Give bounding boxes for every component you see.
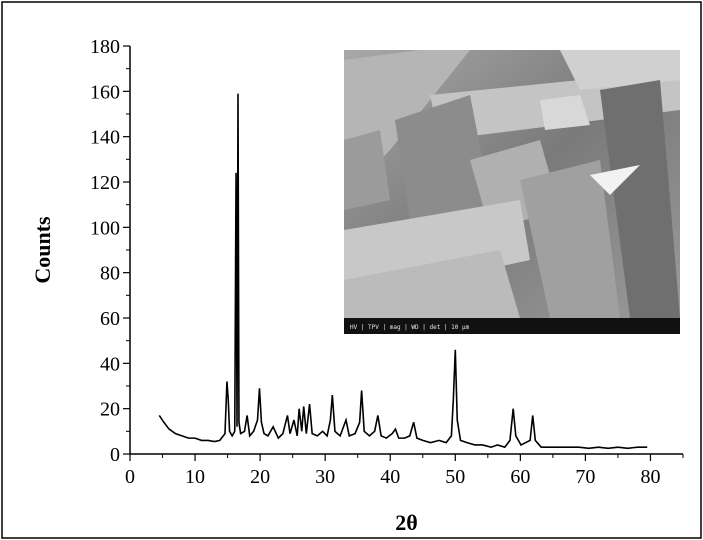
x-tick-label: 20 (250, 466, 270, 488)
y-tick-label: 0 (110, 444, 120, 466)
x-tick-label: 30 (315, 466, 335, 488)
x-axis-title: 2θ (395, 510, 417, 535)
y-tick-label: 120 (90, 172, 120, 194)
y-tick-label: 80 (100, 263, 120, 285)
y-tick-label: 60 (100, 308, 120, 330)
sem-inset-image: HV | TPV | mag | WD | det | 10 μm (344, 50, 680, 334)
y-tick-label: 180 (90, 36, 120, 58)
y-axis-title: Counts (30, 216, 55, 284)
x-tick-label: 70 (575, 466, 595, 488)
x-tick-label: 50 (445, 466, 465, 488)
axes: 0 20 40 60 80 100 120 140 160 180 0 10 20 30 40 50 60 70 8… (90, 36, 684, 488)
xrd-pattern-line (158, 93, 648, 450)
x-tick-label: 40 (380, 466, 400, 488)
y-tick-label: 100 (90, 217, 120, 239)
x-tick-label: 10 (185, 466, 205, 488)
x-tick-label: 80 (640, 466, 660, 488)
y-tick-label: 140 (90, 127, 120, 149)
series-layer (158, 93, 648, 450)
x-tick-label: 60 (510, 466, 530, 488)
y-tick-label: 20 (100, 399, 120, 421)
sem-info-bar: HV | TPV | mag | WD | det | 10 μm (350, 324, 470, 331)
x-tick-label: 0 (125, 466, 135, 488)
y-tick-label: 40 (100, 353, 120, 375)
y-tick-label: 160 (90, 81, 120, 103)
